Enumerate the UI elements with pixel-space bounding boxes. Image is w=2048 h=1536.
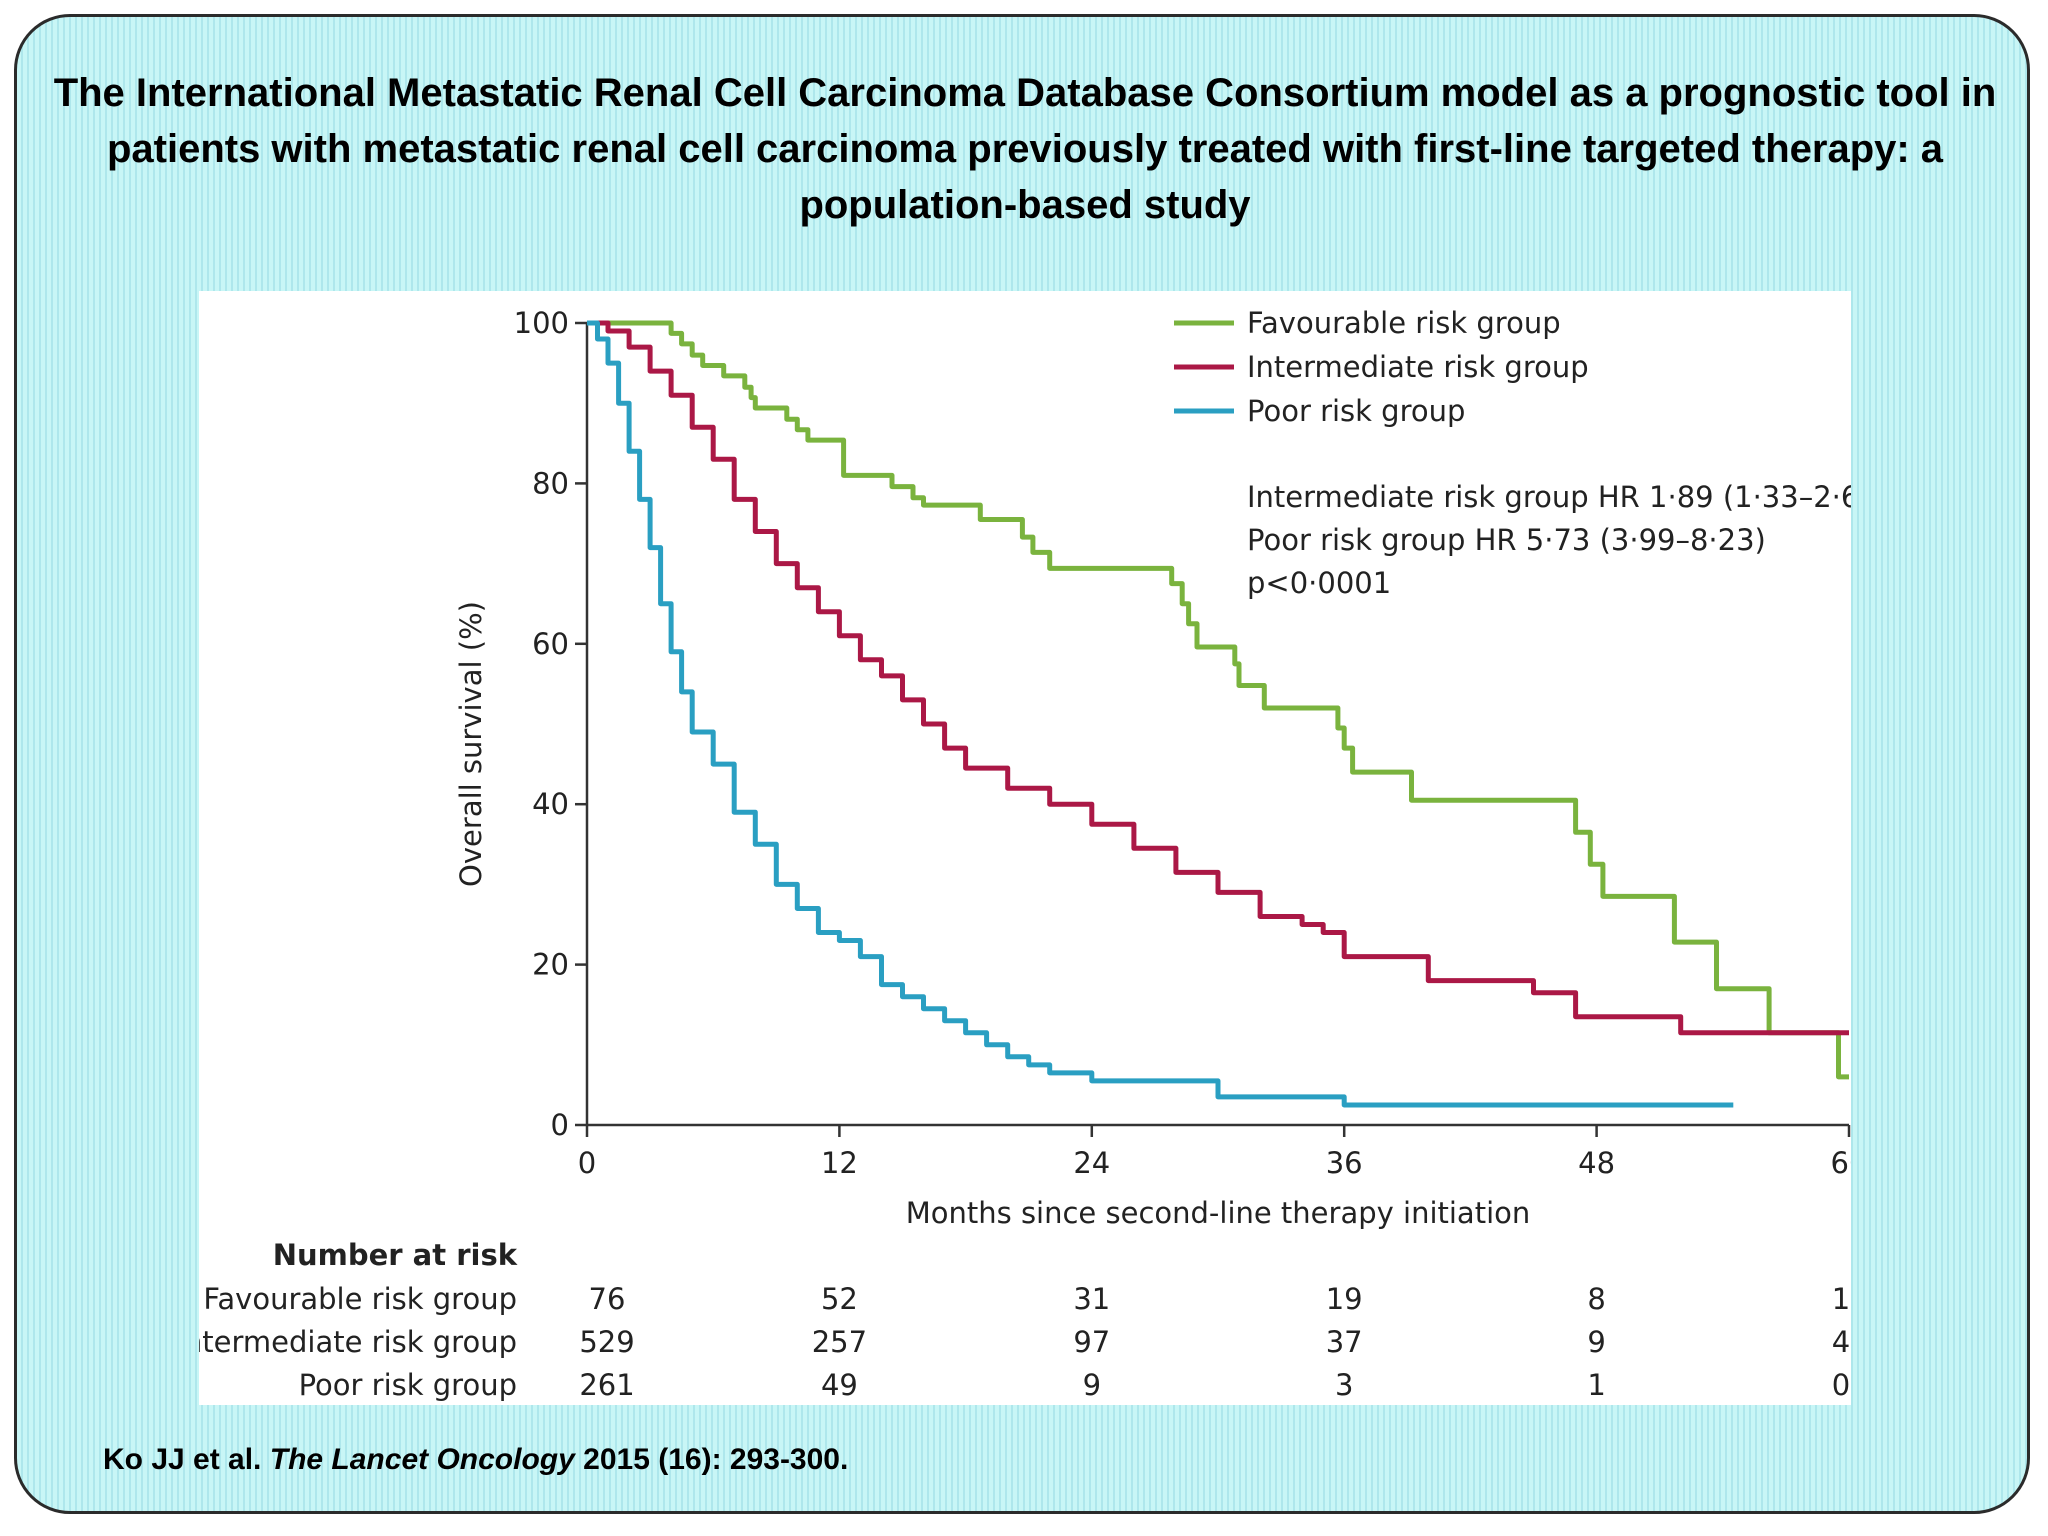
risk-row-label: Poor risk group	[299, 1368, 517, 1402]
slide: The International Metastatic Renal Cell …	[14, 14, 2030, 1514]
risk-table-title: Number at risk	[273, 1238, 518, 1272]
risk-row-label: Intermediate risk group	[199, 1325, 517, 1359]
x-tick-label: 24	[1073, 1146, 1110, 1180]
y-axis-label: Overall survival (%)	[454, 601, 488, 887]
risk-value: 97	[1073, 1325, 1110, 1359]
x-tick-label: 48	[1578, 1146, 1615, 1180]
risk-value: 19	[1326, 1282, 1363, 1316]
series-line-poor-risk-group	[587, 320, 1734, 1108]
risk-value: 0	[1832, 1368, 1850, 1402]
risk-value: 1	[1832, 1282, 1850, 1316]
risk-value: 529	[579, 1325, 634, 1359]
series-line-favourable-risk-group	[587, 320, 1849, 1080]
y-tick-label: 80	[532, 466, 569, 500]
x-tick-label: 60	[1831, 1146, 1851, 1180]
risk-value: 52	[821, 1282, 858, 1316]
series-line-intermediate-risk-group	[587, 320, 1849, 1036]
legend-label: Favourable risk group	[1247, 306, 1561, 340]
risk-value: 37	[1326, 1325, 1363, 1359]
risk-value: 49	[821, 1368, 858, 1402]
chart-panel: 02040608010001224364860Months since seco…	[199, 291, 1851, 1405]
risk-value: 9	[1587, 1325, 1605, 1359]
legend-label: Intermediate risk group	[1247, 350, 1589, 384]
x-tick-label: 36	[1326, 1146, 1363, 1180]
risk-value: 8	[1587, 1282, 1605, 1316]
risk-value: 31	[1073, 1282, 1110, 1316]
stat-annotation: Intermediate risk group HR 1·89 (1·33–2·…	[1247, 480, 1851, 514]
series-lines	[587, 320, 1849, 1108]
x-tick-label: 0	[578, 1146, 596, 1180]
risk-row-label: Favourable risk group	[203, 1282, 517, 1316]
axes: 0 20 40 60 80 100 0 12 24 36 48 60 Months since seco…	[454, 306, 1851, 1230]
stat-annotation: Poor risk group HR 5·73 (3·99–8·23)	[1247, 523, 1766, 557]
risk-table: Number at risk Favourable risk group 76 52 3…	[199, 1238, 1850, 1402]
risk-value: 76	[589, 1282, 626, 1316]
risk-value: 1	[1587, 1368, 1605, 1402]
legend-label: Poor risk group	[1247, 394, 1465, 428]
risk-value: 3	[1335, 1368, 1353, 1402]
x-tick-label: 12	[821, 1146, 858, 1180]
y-tick-label: 0	[551, 1108, 569, 1142]
citation-journal: The Lancet Oncology	[269, 1443, 575, 1476]
y-tick-label: 40	[532, 787, 569, 821]
risk-value: 4	[1832, 1325, 1850, 1359]
stat-annotation: p<0·0001	[1247, 566, 1391, 600]
x-axis-label: Months since second-line therapy initiat…	[906, 1196, 1531, 1230]
y-tick-label: 60	[532, 627, 569, 661]
survival-chart: 02040608010001224364860Months since seco…	[199, 306, 1851, 1402]
slide-title: The International Metastatic Renal Cell …	[53, 71, 1997, 227]
risk-value: 9	[1083, 1368, 1101, 1402]
risk-value: 257	[812, 1325, 867, 1359]
annotations: Intermediate risk group HR 1·89 (1·33–2·…	[1247, 480, 1851, 600]
citation-authors: Ko JJ et al.	[103, 1443, 262, 1476]
legend: Favourable risk group Intermediate risk g…	[1174, 306, 1589, 428]
y-tick-label: 100	[514, 306, 569, 340]
risk-value: 261	[579, 1368, 634, 1402]
citation-details: 2015 (16): 293-300.	[583, 1443, 849, 1476]
y-tick-label: 20	[532, 948, 569, 982]
citation: Ko JJ et al. The Lancet Oncology 2015 (1…	[103, 1443, 848, 1477]
